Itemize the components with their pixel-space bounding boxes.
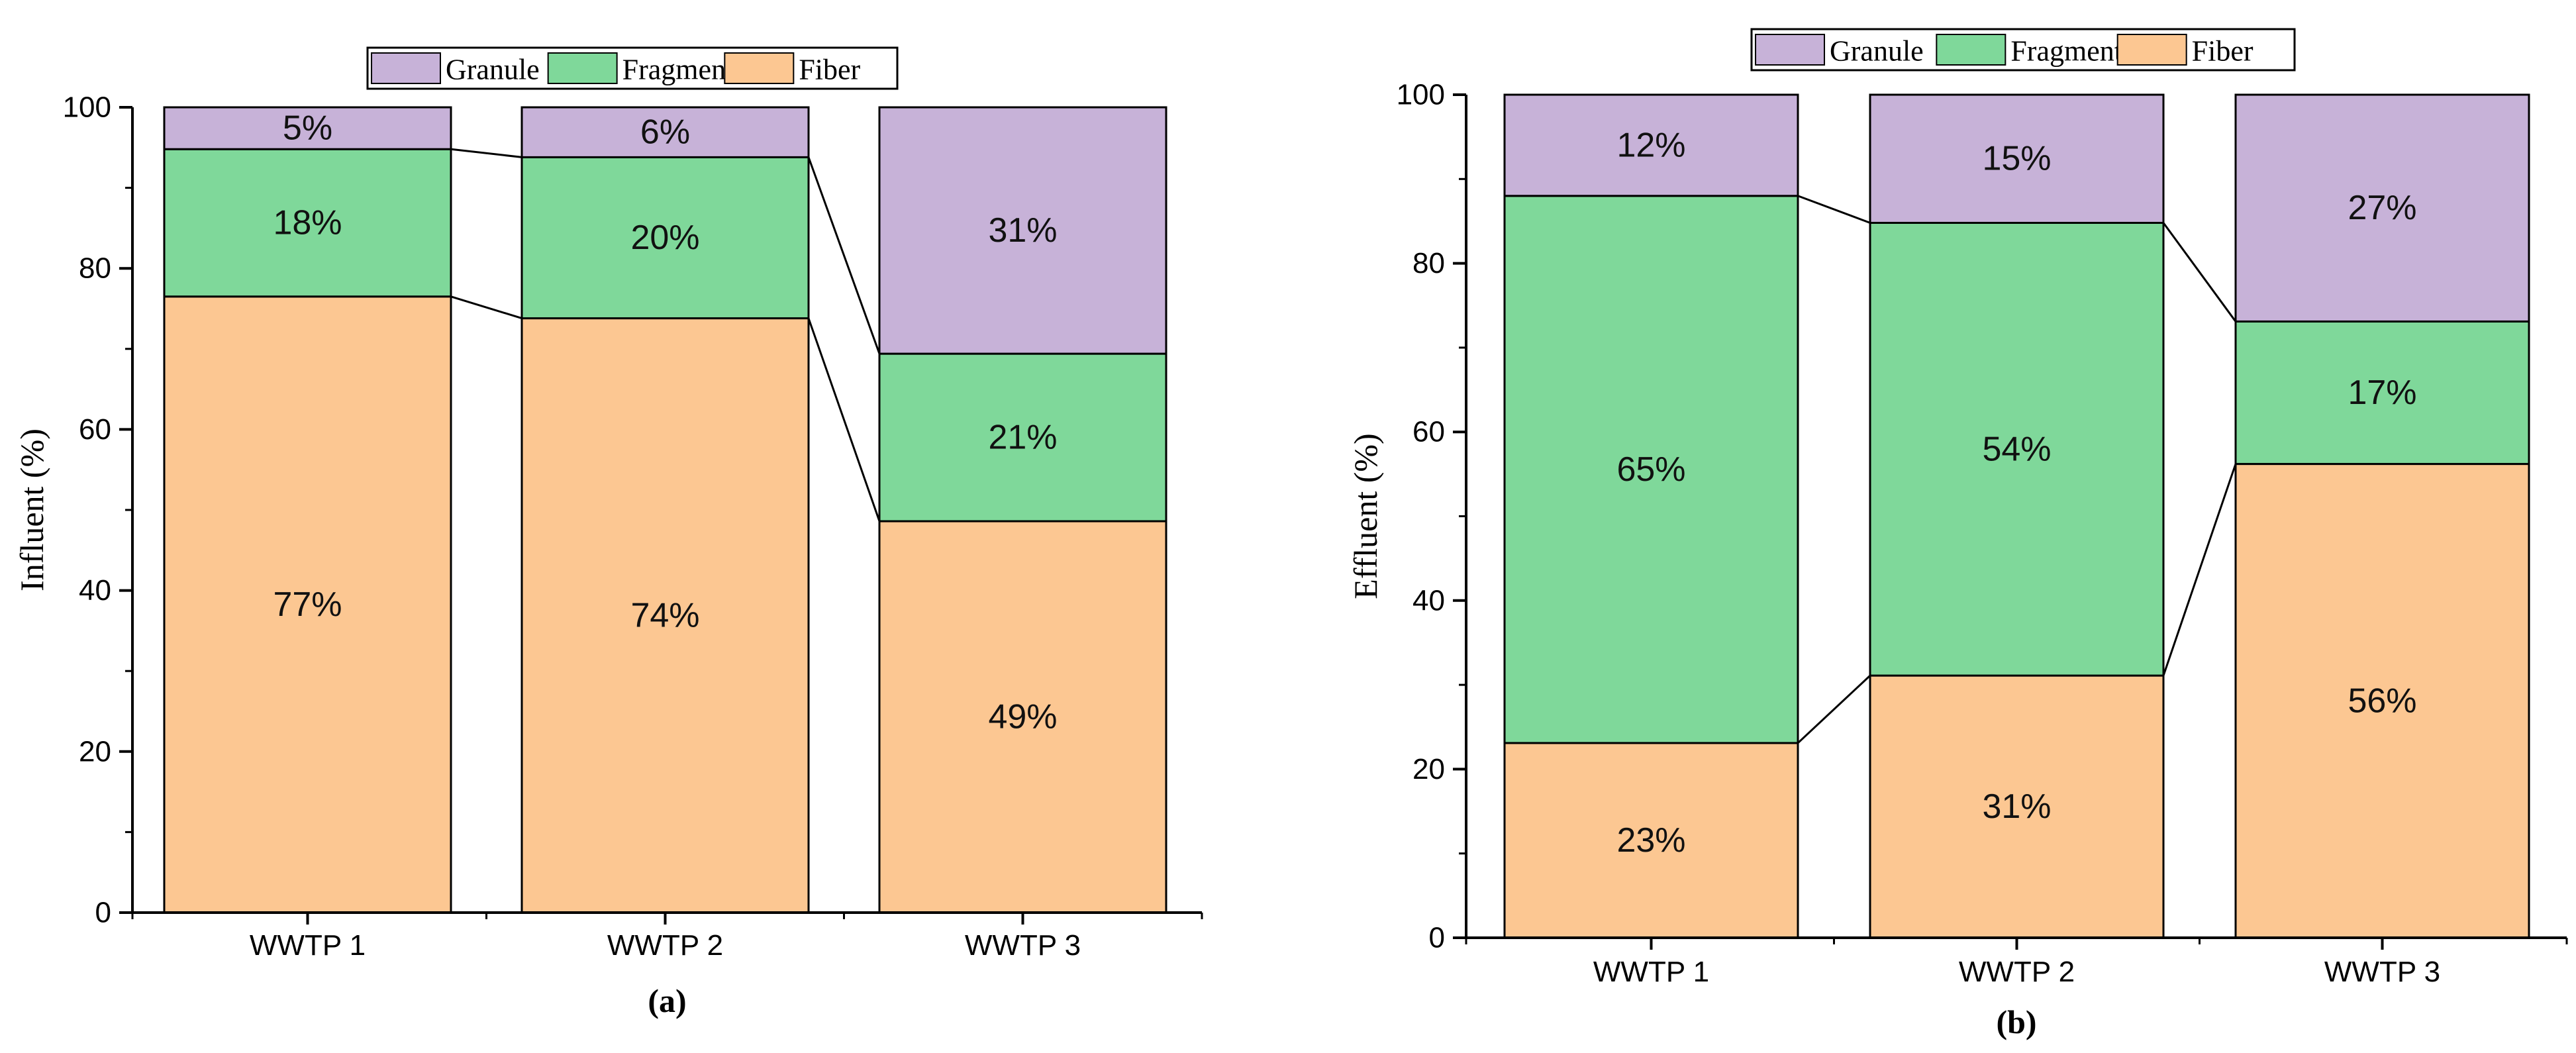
x-tick-label-a-1: WWTP 1 [250,929,366,962]
data-label-a-granule-3: 31% [988,211,1057,250]
y-axis-title-a: Influent (%) [13,428,50,591]
data-label-a-fragment-2: 20% [630,219,699,257]
y-tick-label-b-40: 40 [1412,584,1445,617]
bar-b-fiber-2 [1869,674,2165,939]
legend-label-b-fragment: Fragment [2010,35,2122,68]
data-label-b-granule-2: 15% [1982,140,2051,178]
legend-box-b [1750,28,2296,72]
x-tick-label-b-2: WWTP 2 [1959,956,2075,988]
legend-label-a-granule: Granule [446,54,540,86]
y-tick-label-a-80: 80 [79,252,111,285]
bar-a-fragment-2 [520,156,810,320]
y-tick-label-a-60: 60 [79,413,111,446]
bar-a-fiber-2 [520,317,810,914]
legend-label-a-fragment: Fragment [622,54,734,86]
bar-a-fragment-3 [878,352,1167,523]
legend-label-a-fiber: Fiber [799,54,860,86]
connector-b-1-1 [1797,675,1871,744]
bar-a-granule-1 [163,106,452,150]
chart-panel-b: 23% 65% 12% 31% 54% 15% 56% 17% 27% 0 20 40 60 80 100 W… [1347,28,2568,1040]
bar-a-granule-2 [520,106,810,158]
legend-swatch-b-granule [1755,34,1825,66]
y-tick-label-b-60: 60 [1412,416,1445,448]
x-tick-label-a-2: WWTP 2 [607,929,723,962]
connector-b-1-2 [1797,195,1871,224]
data-label-a-granule-1: 5% [283,109,332,148]
connector-a-1-2 [450,148,522,158]
legend-swatch-a-fiber [724,52,795,84]
y-axis-title-b: Effluent (%) [1347,433,1384,599]
data-label-b-fragment-3: 17% [2348,374,2416,412]
connector-a-2-2 [807,156,881,354]
x-tick-label-a-3: WWTP 3 [965,929,1081,962]
bar-b-fragment-2 [1869,221,2165,677]
data-label-b-granule-3: 27% [2348,189,2416,227]
bar-a-fiber-3 [878,520,1167,914]
bar-a-fiber-1 [163,295,452,914]
data-label-b-granule-1: 12% [1616,126,1685,164]
panel-label-a: (a) [648,982,686,1019]
y-tick-label-a-0: 0 [95,897,111,929]
legend-swatch-a-granule [371,52,441,84]
legend-swatch-a-fragment [547,52,618,84]
data-label-b-fragment-1: 65% [1616,450,1685,489]
connector-a-2-1 [807,318,881,522]
bar-a-fragment-1 [163,148,452,298]
connector-b-2-1 [2162,464,2237,676]
y-tick-label-a-100: 100 [63,91,111,124]
data-label-a-granule-2: 6% [640,113,690,152]
bar-b-fragment-3 [2234,320,2530,466]
data-label-a-fragment-1: 18% [273,203,342,242]
y-tick-label-a-40: 40 [79,574,111,607]
data-label-a-fragment-3: 21% [988,419,1057,457]
connector-b-2-2 [2162,222,2237,323]
legend-label-b-fiber: Fiber [2192,35,2254,68]
bar-b-fiber-1 [1503,742,1799,939]
bar-b-fiber-3 [2234,463,2530,939]
data-label-b-fiber-3: 56% [2348,681,2416,720]
y-tick-label-b-100: 100 [1397,79,1445,111]
bar-b-granule-2 [1869,93,2165,224]
legend-swatch-b-fragment [1936,34,2006,66]
legend-label-b-granule: Granule [1830,35,1924,68]
connector-a-1-1 [450,295,522,320]
x-tick-label-b-1: WWTP 1 [1593,956,1709,988]
bar-b-granule-3 [2234,93,2530,323]
y-tick-label-b-0: 0 [1429,922,1445,954]
bar-b-fragment-1 [1503,195,1799,744]
data-label-a-fiber-2: 74% [630,596,699,634]
data-label-b-fiber-1: 23% [1616,821,1685,860]
legend-box-a [366,46,899,90]
data-label-a-fiber-3: 49% [988,698,1057,736]
data-label-b-fragment-2: 54% [1982,430,2051,468]
panel-label-b: (b) [1996,1003,2036,1040]
data-label-a-fiber-1: 77% [273,585,342,624]
bar-a-granule-3 [878,106,1167,355]
chart-panel-a: 77% 18% 5% 74% 20% 6% 49% 21% 31% 0 20 40 60 80 100 WWT… [13,46,1203,1019]
data-label-b-fiber-2: 31% [1982,787,2051,826]
y-tick-label-b-80: 80 [1412,247,1445,279]
x-tick-label-b-3: WWTP 3 [2324,956,2440,988]
bar-b-granule-1 [1503,93,1799,197]
legend-swatch-b-fiber [2116,34,2187,66]
y-tick-label-b-20: 20 [1412,753,1445,785]
y-tick-label-a-20: 20 [79,735,111,768]
